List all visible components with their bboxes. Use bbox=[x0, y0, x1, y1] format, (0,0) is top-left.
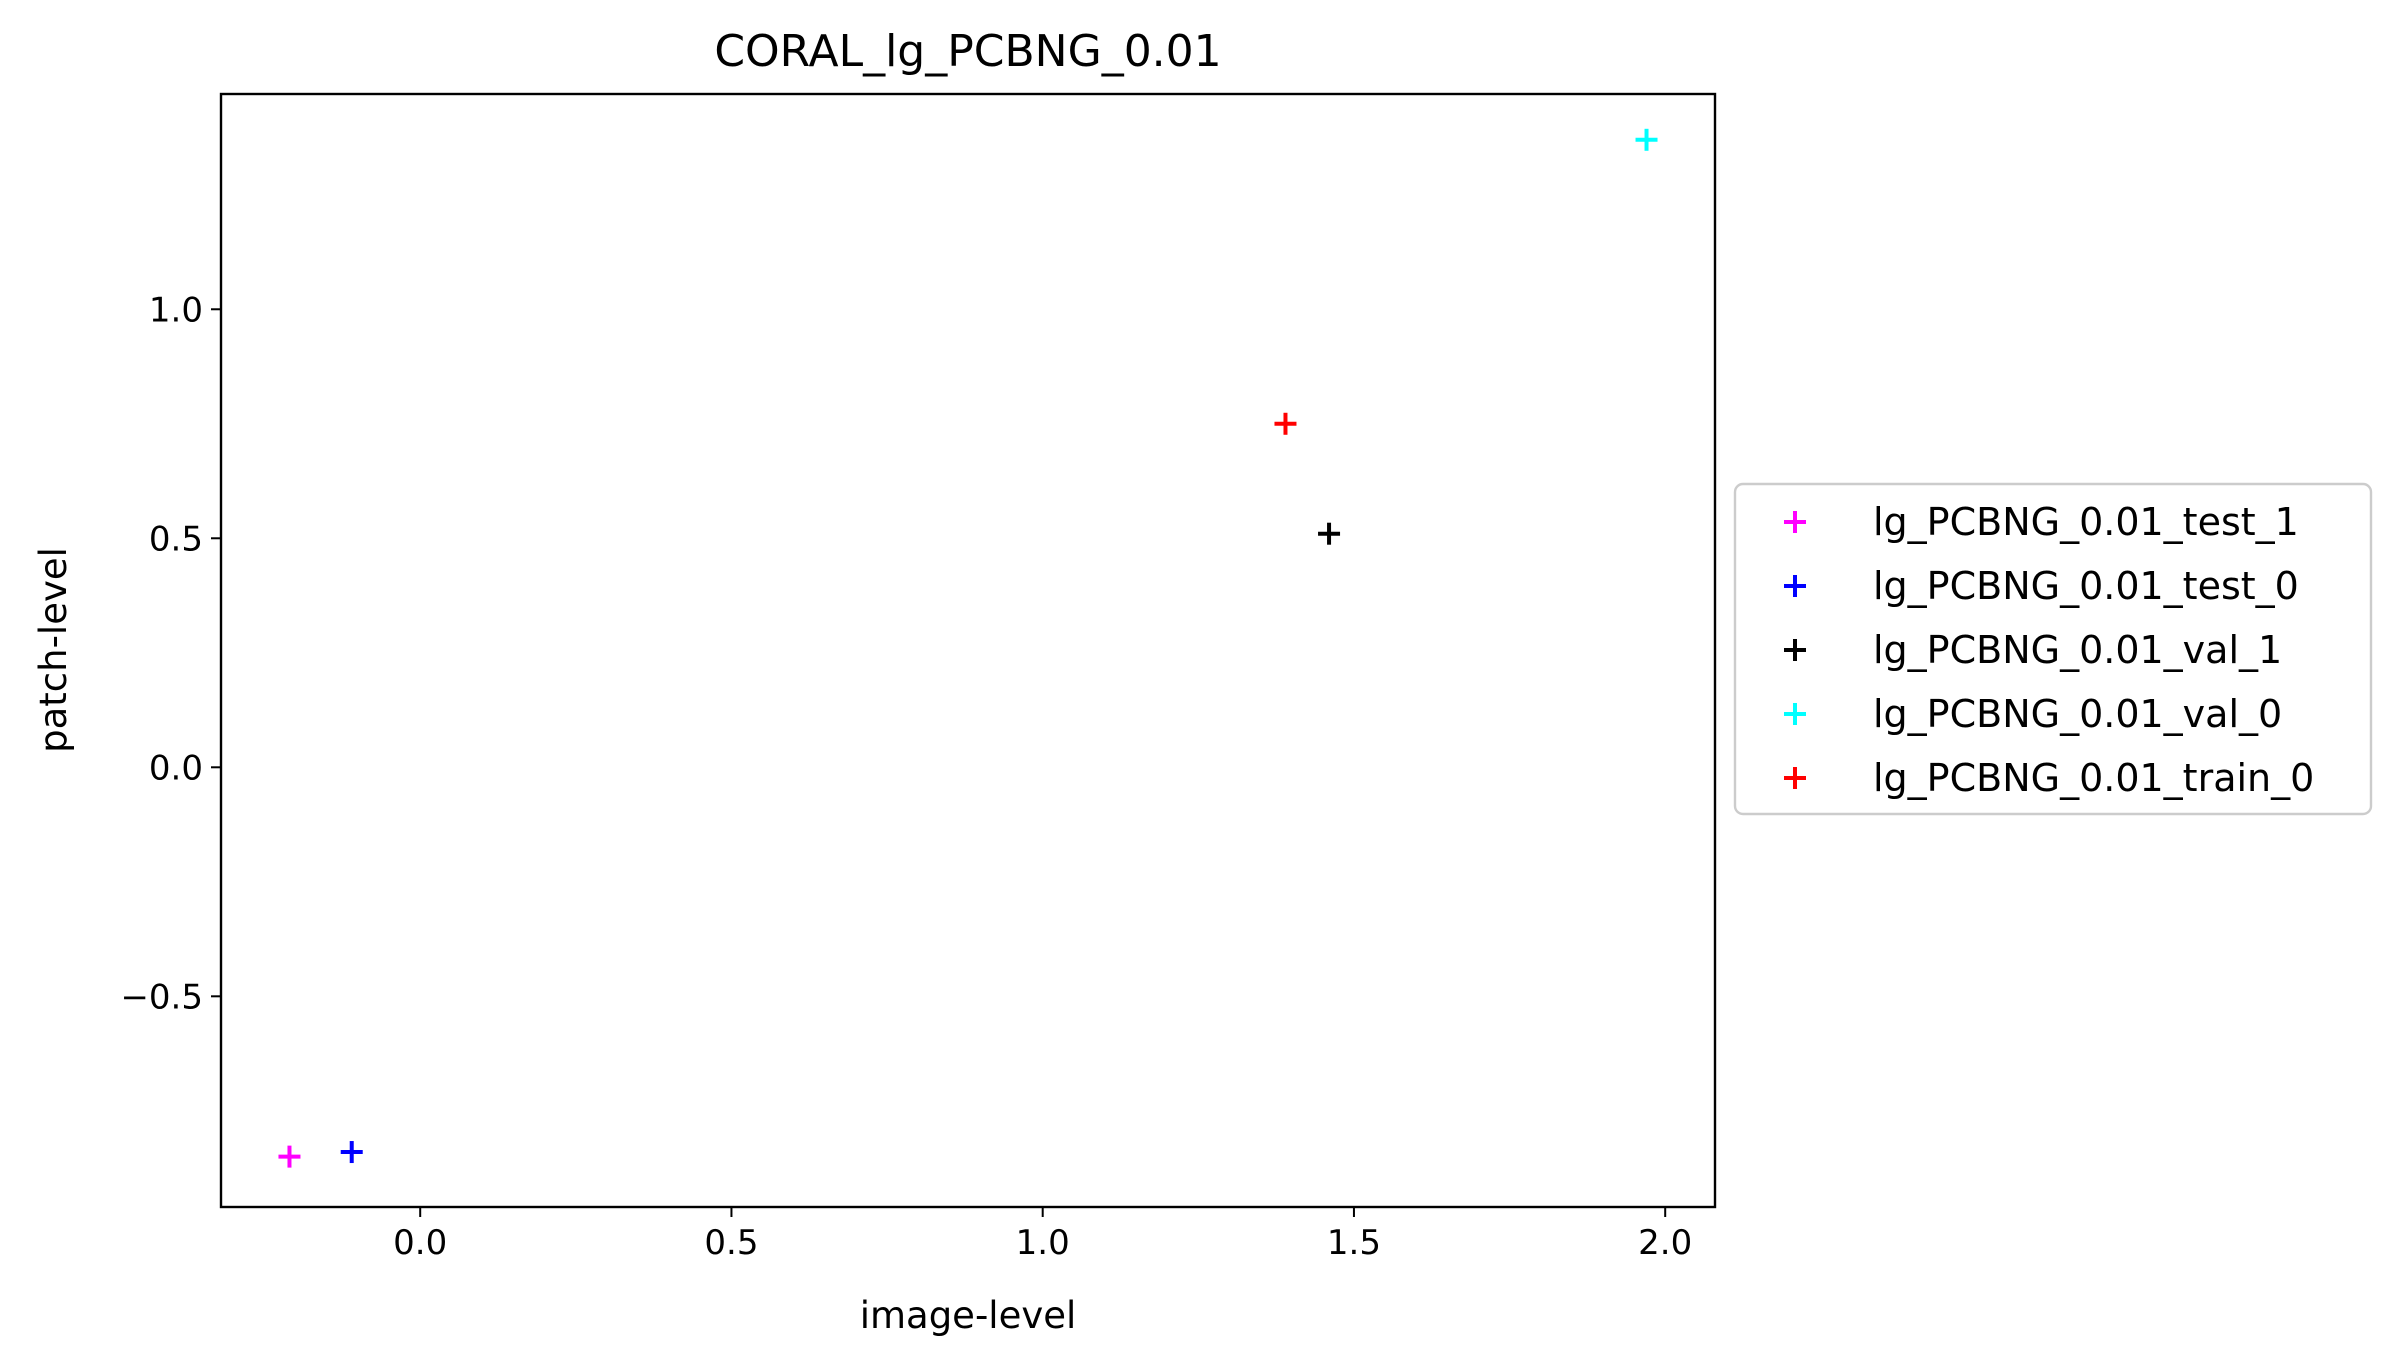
legend-label: lg_PCBNG_0.01_test_1 bbox=[1873, 500, 2299, 544]
x-tick-label: 1.0 bbox=[1016, 1223, 1070, 1263]
legend-label: lg_PCBNG_0.01_val_0 bbox=[1873, 692, 2282, 736]
legend-label: lg_PCBNG_0.01_val_1 bbox=[1873, 628, 2282, 672]
legend-items: lg_PCBNG_0.01_test_1 lg_PCBNG_0.01_test_0… bbox=[1784, 500, 2314, 800]
legend-marker bbox=[1784, 575, 1806, 597]
legend-marker bbox=[1784, 767, 1806, 789]
y-tick-label: 0.5 bbox=[149, 519, 203, 559]
legend-label: lg_PCBNG_0.01_test_0 bbox=[1873, 564, 2299, 608]
x-tick-label: 0.0 bbox=[393, 1223, 447, 1263]
data-point-marker bbox=[1318, 522, 1341, 545]
legend-frame bbox=[1733, 482, 2373, 816]
data-point-marker bbox=[1635, 128, 1658, 151]
y-axis-label: patch-level bbox=[32, 547, 75, 753]
x-axis-ticks: 0.0 0.5 1.0 1.5 2.0 bbox=[393, 1207, 1692, 1263]
x-tick-label: 0.5 bbox=[704, 1223, 758, 1263]
legend-label: lg_PCBNG_0.01_train_0 bbox=[1873, 756, 2314, 800]
data-point-marker bbox=[340, 1141, 363, 1164]
legend-marker bbox=[1784, 703, 1806, 725]
legend-marker bbox=[1784, 511, 1806, 533]
legend: lg_PCBNG_0.01_test_1 lg_PCBNG_0.01_test_0… bbox=[1733, 482, 2373, 816]
y-tick-label: −0.5 bbox=[120, 977, 203, 1017]
plot-frame bbox=[219, 92, 1717, 1209]
data-point-marker bbox=[278, 1145, 301, 1168]
chart-title: CORAL_lg_PCBNG_0.01 bbox=[714, 26, 1221, 77]
x-tick-label: 1.5 bbox=[1327, 1223, 1381, 1263]
x-axis-label: image-level bbox=[860, 1294, 1077, 1337]
y-tick-label: 1.0 bbox=[149, 290, 203, 330]
y-axis-ticks: −0.5 0.0 0.5 1.0 bbox=[120, 290, 221, 1017]
data-markers bbox=[278, 128, 1658, 1168]
y-tick-label: 0.0 bbox=[149, 748, 203, 788]
data-point-marker bbox=[1274, 412, 1297, 435]
x-tick-label: 2.0 bbox=[1638, 1223, 1692, 1263]
legend-marker bbox=[1784, 639, 1806, 661]
plot-area: 0.0 0.5 1.0 1.5 2.0 −0.5 0.0 0.5 1.0 bbox=[120, 92, 1717, 1263]
